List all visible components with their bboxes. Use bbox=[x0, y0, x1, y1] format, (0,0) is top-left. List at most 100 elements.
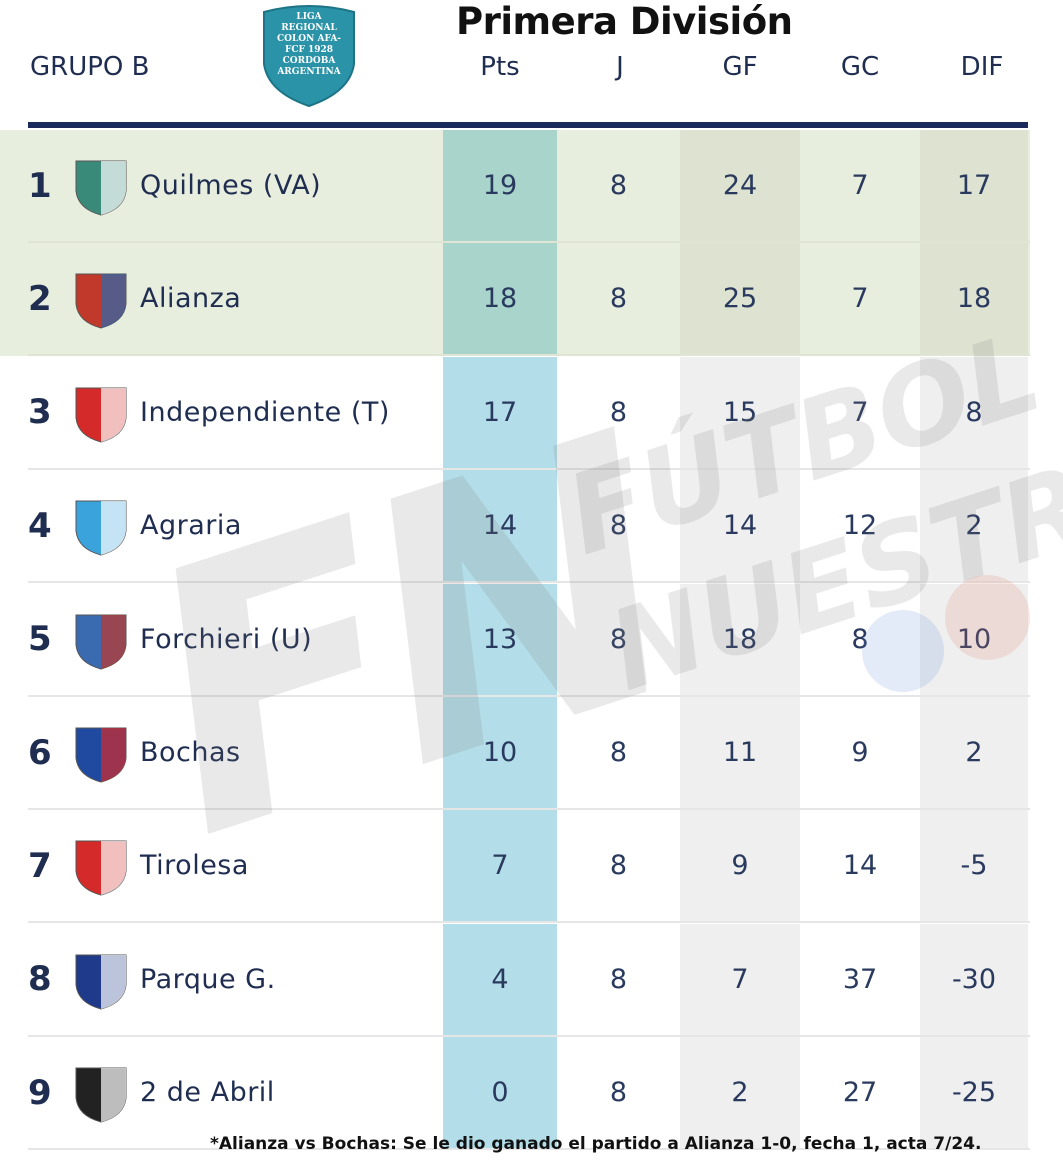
facebook-icon bbox=[862, 610, 944, 692]
cell-gf: 24 bbox=[680, 130, 800, 241]
cell-gc: 12 bbox=[842, 510, 878, 542]
cell-pts: 0 bbox=[443, 1037, 557, 1149]
cell-pts: 18 bbox=[443, 243, 557, 355]
cell-gf: 2 bbox=[680, 1037, 800, 1149]
column-header-gf: GF bbox=[722, 52, 758, 82]
cell-gf: 15 bbox=[680, 356, 800, 468]
cell-gf: 14 bbox=[680, 470, 800, 582]
cell-dif: 2 bbox=[920, 697, 1028, 808]
cell-gc: 37 bbox=[842, 963, 878, 995]
cell-gf: 9 bbox=[680, 810, 800, 922]
cell-gf: 18 bbox=[680, 583, 800, 695]
cell-dif: 8 bbox=[920, 356, 1028, 468]
cell-pts: 14 bbox=[443, 470, 557, 582]
position: 5 bbox=[28, 619, 52, 660]
cell-pts: 17 bbox=[443, 356, 557, 468]
column-header-j: J bbox=[616, 52, 624, 82]
cell-pts: 13 bbox=[443, 583, 557, 695]
instagram-icon bbox=[945, 575, 1030, 660]
table-row: 10 8 11 9 2 6 Bochas bbox=[0, 697, 1030, 810]
table-row: 4 8 7 37 -30 8 Parque G. bbox=[0, 923, 1030, 1037]
row-divider bbox=[28, 694, 1030, 697]
cell-dif: 2 bbox=[920, 470, 1028, 582]
team-crest bbox=[75, 954, 127, 1010]
cell-pts: 4 bbox=[443, 923, 557, 1035]
cell-pts: 10 bbox=[443, 697, 557, 808]
cell-gc: 7 bbox=[851, 283, 869, 315]
team-name: Agraria bbox=[140, 510, 242, 542]
cell-j: 8 bbox=[609, 850, 628, 882]
position: 7 bbox=[28, 845, 52, 886]
cell-j: 8 bbox=[609, 737, 628, 768]
team-name: Parque G. bbox=[140, 963, 276, 995]
team-crest bbox=[75, 500, 127, 556]
row-divider bbox=[28, 581, 1030, 584]
footnote: *Alianza vs Bochas: Se le dio ganado el … bbox=[210, 1134, 982, 1154]
team-name: Forchieri (U) bbox=[140, 623, 313, 655]
cell-dif: -5 bbox=[920, 810, 1028, 922]
team-crest bbox=[75, 387, 127, 443]
cell-dif: -30 bbox=[920, 923, 1028, 1035]
cell-gf: 25 bbox=[680, 243, 800, 355]
position: 2 bbox=[28, 278, 52, 319]
team-name: Quilmes (VA) bbox=[140, 170, 322, 201]
cell-j: 8 bbox=[609, 396, 628, 428]
team-crest bbox=[75, 614, 127, 670]
cell-j: 8 bbox=[609, 963, 628, 995]
cell-gf: 7 bbox=[680, 923, 800, 1035]
league-logo-text: LIGA REGIONAL COLON AFA-FCF 1928 CORDOBA… bbox=[276, 12, 342, 77]
cell-j: 8 bbox=[609, 623, 628, 655]
team-name: Tirolesa bbox=[140, 850, 249, 882]
team-name: Alianza bbox=[140, 283, 242, 315]
table-row: 0 8 2 27 -25 9 2 de Abril bbox=[0, 1037, 1030, 1151]
row-divider bbox=[28, 467, 1030, 470]
position: 9 bbox=[28, 1072, 52, 1113]
cell-j: 8 bbox=[609, 510, 628, 542]
row-divider bbox=[28, 921, 1030, 924]
position: 8 bbox=[28, 959, 52, 1000]
team-crest bbox=[75, 727, 127, 783]
row-divider bbox=[28, 1034, 1030, 1037]
group-label: GRUPO B bbox=[30, 52, 150, 82]
cell-j: 8 bbox=[609, 170, 628, 201]
table-row: 14 8 14 12 2 4 Agraria bbox=[0, 470, 1030, 584]
cell-gc: 9 bbox=[851, 737, 869, 768]
cell-pts: 7 bbox=[443, 810, 557, 922]
cell-dif: 18 bbox=[920, 243, 1028, 355]
row-divider bbox=[28, 808, 1030, 810]
table-row: 13 8 18 8 10 5 Forchieri (U) bbox=[0, 583, 1030, 697]
cell-gc: 27 bbox=[842, 1077, 878, 1109]
cell-dif: -25 bbox=[920, 1037, 1028, 1149]
position: 3 bbox=[28, 392, 52, 433]
cell-j: 8 bbox=[609, 1077, 628, 1109]
table-row: 18 8 25 7 18 2 Alianza bbox=[0, 243, 1030, 357]
row-divider bbox=[28, 354, 1030, 357]
row-divider bbox=[28, 1148, 1030, 1151]
position: 4 bbox=[28, 505, 52, 546]
cell-j: 8 bbox=[609, 283, 628, 315]
team-name: Bochas bbox=[140, 737, 241, 768]
table-row: 17 8 15 7 8 3 Independiente (T) bbox=[0, 356, 1030, 470]
cell-gc: 7 bbox=[851, 396, 869, 428]
team-name: 2 de Abril bbox=[140, 1077, 275, 1109]
cell-pts: 19 bbox=[443, 130, 557, 241]
league-logo bbox=[263, 5, 355, 108]
team-name: Independiente (T) bbox=[140, 396, 390, 428]
cell-dif: 17 bbox=[920, 130, 1028, 241]
column-header-gc: GC bbox=[840, 52, 880, 82]
page-title: Primera División bbox=[456, 0, 793, 43]
cell-gc: 14 bbox=[842, 850, 878, 882]
team-crest bbox=[75, 1067, 127, 1123]
row-divider bbox=[28, 241, 1030, 243]
cell-dif: 10 bbox=[920, 583, 1028, 695]
cell-gc: 8 bbox=[851, 623, 869, 655]
table-row: 7 8 9 14 -5 7 Tirolesa bbox=[0, 810, 1030, 924]
cell-gc: 7 bbox=[851, 170, 869, 201]
team-crest bbox=[75, 840, 127, 896]
team-crest bbox=[75, 160, 127, 216]
header-divider bbox=[28, 122, 1028, 128]
table-row: 19 8 24 7 17 1 Quilmes (VA) bbox=[0, 130, 1030, 243]
position: 6 bbox=[28, 732, 52, 773]
cell-gf: 11 bbox=[680, 697, 800, 808]
team-crest bbox=[75, 273, 127, 329]
